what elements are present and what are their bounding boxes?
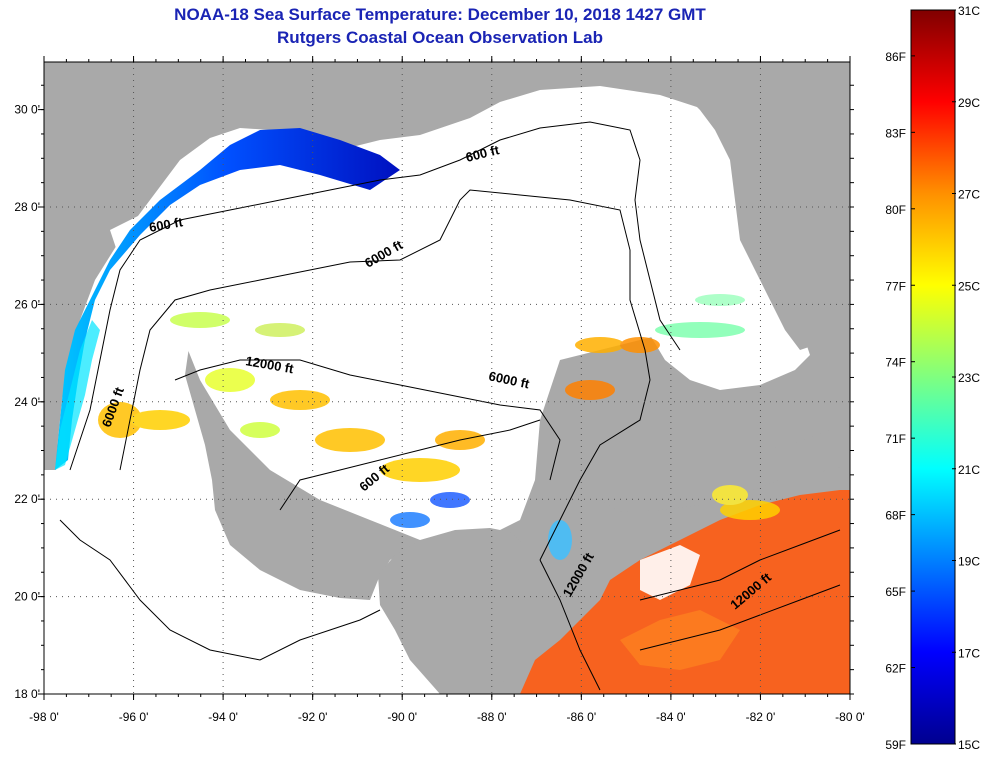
latitude-label: 26 0' — [14, 297, 40, 311]
colorbar — [910, 9, 956, 745]
caribbean-warm-water — [520, 490, 850, 694]
latitude-label: 18 0' — [14, 687, 40, 701]
longitude-labels: -98 0' -96 0' -94 0' -92 0' -90 0' -88 0' -86 … — [29, 710, 865, 724]
sst-patches — [98, 294, 780, 560]
colorbar-celsius-label: 25C — [958, 279, 980, 293]
contour-label: 600 ft — [148, 214, 185, 235]
colorbar-fahrenheit-labels: 86F 83F 80F 77F 74F 71F 68F 65F 62F 59F — [885, 50, 915, 752]
colorbar-celsius-label: 27C — [958, 188, 980, 202]
latitude-label: 28 0' — [14, 200, 40, 214]
colorbar-fahrenheit-label: 59F — [885, 738, 906, 752]
graticule — [44, 62, 850, 694]
colorbar-fahrenheit-label: 77F — [885, 279, 906, 293]
map-subtitle: Rutgers Coastal Ocean Observation Lab — [277, 28, 603, 47]
longitude-label: -82 0' — [746, 710, 776, 724]
colorbar-fahrenheit-label: 86F — [885, 50, 906, 64]
latitude-label: 30 0' — [14, 103, 40, 117]
longitude-label: -96 0' — [119, 710, 149, 724]
colorbar-celsius-label: 19C — [958, 555, 980, 569]
longitude-label: -92 0' — [298, 710, 328, 724]
axis-ticks — [38, 56, 854, 700]
latitude-label: 20 0' — [14, 590, 40, 604]
cuba-island — [600, 425, 850, 512]
longitude-label: -80 0' — [835, 710, 865, 724]
florida-peninsula — [690, 62, 850, 350]
colorbar-celsius-label: 23C — [958, 371, 980, 385]
colorbar-celsius-label: 15C — [958, 738, 980, 752]
colorbar-fahrenheit-label: 74F — [885, 356, 906, 370]
colorbar-celsius-label: 29C — [958, 96, 980, 110]
texas-warm-edge — [55, 320, 100, 470]
longitude-label: -98 0' — [29, 710, 59, 724]
mexico-coast-water — [44, 470, 62, 540]
colorbar-fahrenheit-label: 68F — [885, 509, 906, 523]
colorbar-celsius-label: 21C — [958, 463, 980, 477]
yucatan-peninsula — [378, 528, 545, 694]
colorbar-fahrenheit-label: 65F — [885, 585, 906, 599]
map-title: NOAA-18 Sea Surface Temperature: Decembe… — [174, 5, 706, 24]
colorbar-celsius-label: 31C — [958, 4, 980, 18]
longitude-label: -88 0' — [477, 710, 507, 724]
longitude-label: -90 0' — [387, 710, 417, 724]
colorbar-celsius-labels: 31C 29C 27C 25C 23C 21C 19C 17C 15C — [952, 4, 980, 752]
latitude-label: 22 0' — [14, 492, 40, 506]
colorbar-celsius-label: 17C — [958, 646, 980, 660]
colorbar-fahrenheit-label: 62F — [885, 662, 906, 676]
gulf-water-inner — [110, 140, 705, 540]
latitude-label: 24 0' — [14, 395, 40, 409]
longitude-label: -86 0' — [567, 710, 597, 724]
latitude-labels: 30 0' 28 0' 26 0' 24 0' 22 0' 20 0' 18 0' — [14, 103, 40, 701]
longitude-label: -94 0' — [208, 710, 238, 724]
longitude-label: -84 0' — [656, 710, 686, 724]
colorbar-fahrenheit-label: 80F — [885, 203, 906, 217]
texas-cold-band — [55, 128, 400, 470]
bathymetry-contours — [59, 121, 841, 691]
colorbar-fahrenheit-label: 83F — [885, 126, 906, 140]
caribbean-cloud — [640, 545, 700, 600]
colorbar-fahrenheit-label: 71F — [885, 432, 906, 446]
